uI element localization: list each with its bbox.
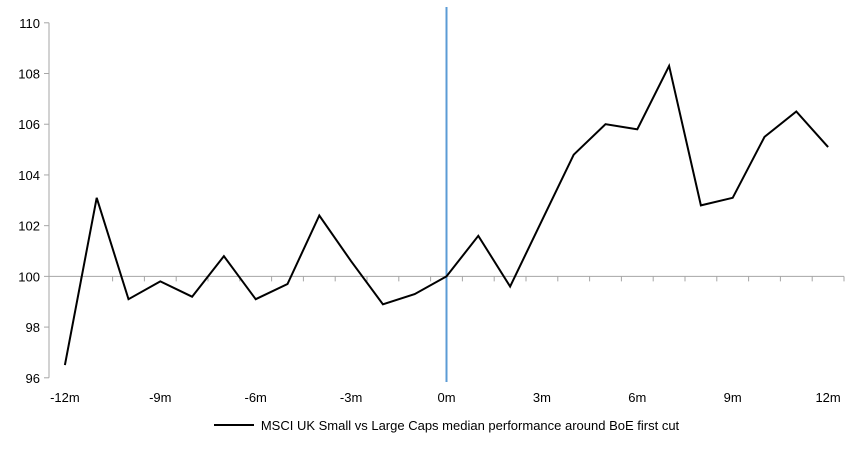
y-axis-tick-label: 102 [18, 219, 40, 234]
legend: MSCI UK Small vs Large Caps median perfo… [49, 414, 844, 436]
x-axis-tick-label: -3m [340, 390, 362, 405]
legend-line-swatch [213, 424, 254, 426]
series-line [63, 62, 829, 366]
y-axis-tick-label: 108 [18, 67, 40, 82]
x-axis-tick-label: 9m [724, 390, 742, 405]
x-axis-tick-label: 12m [815, 390, 840, 405]
y-axis-tick-label: 96 [26, 371, 40, 386]
x-axis-tick-label: 6m [628, 390, 646, 405]
x-axis-tick-label: -12m [50, 390, 80, 405]
x-axis-tick-label: -6m [245, 390, 267, 405]
y-axis-tick-label: 98 [26, 320, 40, 335]
x-axis-tick-label: -9m [149, 390, 171, 405]
y-axis-tick-label: 106 [18, 117, 40, 132]
x-axis-tick-label: 0m [437, 390, 455, 405]
x-axis-tick-label: 3m [533, 390, 551, 405]
y-axis-tick-label: 110 [19, 16, 40, 31]
y-axis-tick-label: 100 [18, 269, 40, 284]
y-axis-tick-label: 104 [18, 168, 40, 183]
legend-label: MSCI UK Small vs Large Caps median perfo… [260, 417, 680, 433]
